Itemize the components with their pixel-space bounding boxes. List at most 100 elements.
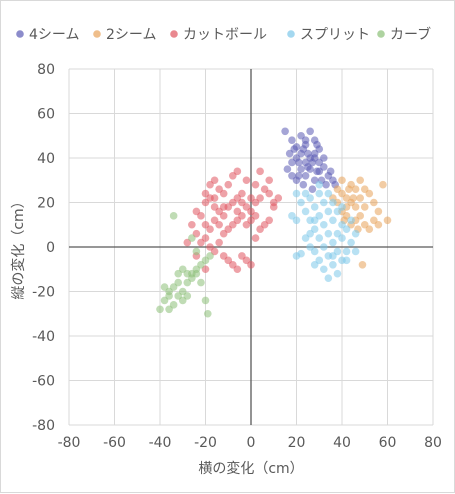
data-point bbox=[301, 136, 310, 144]
data-point bbox=[256, 194, 264, 202]
legend-item: 2シーム bbox=[93, 27, 157, 43]
data-point bbox=[324, 207, 333, 216]
data-point bbox=[326, 167, 335, 176]
data-point bbox=[247, 194, 255, 202]
legend-marker bbox=[377, 30, 385, 38]
data-point bbox=[192, 247, 201, 256]
data-point bbox=[215, 238, 223, 247]
data-point bbox=[233, 207, 242, 216]
data-point bbox=[294, 158, 303, 167]
x-tick-label: -80 bbox=[58, 435, 81, 451]
data-point bbox=[356, 212, 365, 220]
data-point bbox=[242, 176, 251, 185]
data-point bbox=[310, 154, 319, 162]
data-point bbox=[320, 220, 328, 229]
x-axis-title: 横の変化（cm） bbox=[198, 460, 303, 477]
data-point bbox=[308, 185, 317, 193]
data-point bbox=[301, 172, 310, 180]
data-point bbox=[306, 127, 314, 136]
data-point bbox=[188, 234, 196, 242]
data-point bbox=[338, 203, 346, 211]
data-point bbox=[315, 180, 324, 189]
legend-label: スプリット bbox=[300, 27, 370, 43]
data-point bbox=[329, 261, 337, 269]
data-point bbox=[320, 163, 328, 171]
data-point bbox=[210, 176, 219, 185]
y-tick-label: -40 bbox=[32, 329, 55, 345]
series-4 bbox=[288, 180, 360, 282]
data-point bbox=[374, 220, 383, 229]
data-point bbox=[342, 247, 351, 256]
legend-marker bbox=[287, 30, 295, 38]
data-point bbox=[365, 225, 374, 233]
data-point bbox=[338, 176, 346, 185]
data-point bbox=[329, 198, 337, 207]
y-tick-label: 40 bbox=[37, 151, 55, 167]
data-point bbox=[274, 194, 283, 202]
legend-label: カットボール bbox=[183, 27, 267, 43]
data-point bbox=[192, 207, 201, 216]
data-point bbox=[345, 185, 353, 193]
data-point bbox=[349, 194, 358, 202]
data-point bbox=[351, 247, 360, 256]
data-point bbox=[288, 212, 296, 220]
data-point bbox=[256, 167, 264, 176]
data-point bbox=[203, 309, 212, 318]
data-point bbox=[351, 229, 360, 238]
data-point bbox=[269, 203, 278, 211]
data-point bbox=[169, 212, 178, 220]
data-point bbox=[160, 283, 169, 291]
x-tick-label: 20 bbox=[288, 435, 306, 451]
y-axis-title: 縦の変化（cm） bbox=[10, 194, 27, 299]
series-5 bbox=[156, 212, 214, 318]
data-point bbox=[156, 305, 164, 314]
data-point bbox=[338, 220, 346, 229]
x-tick-label: 40 bbox=[333, 435, 351, 451]
data-point bbox=[351, 185, 360, 193]
data-point bbox=[251, 180, 260, 189]
series-1 bbox=[281, 127, 339, 193]
data-point bbox=[224, 180, 233, 189]
data-point bbox=[379, 180, 387, 189]
data-point bbox=[165, 305, 173, 314]
data-point bbox=[201, 234, 210, 242]
data-point bbox=[301, 207, 310, 216]
data-point bbox=[210, 194, 219, 202]
data-point bbox=[297, 165, 305, 173]
data-point bbox=[320, 265, 328, 274]
data-point bbox=[313, 140, 321, 149]
data-point bbox=[304, 149, 312, 158]
data-point bbox=[219, 203, 228, 211]
legend-label: カーブ bbox=[390, 26, 431, 43]
y-tick-label: 60 bbox=[37, 107, 55, 123]
data-point bbox=[356, 176, 365, 185]
data-point bbox=[315, 234, 324, 242]
data-point bbox=[324, 189, 333, 198]
data-point bbox=[265, 176, 274, 185]
y-tick-label: -60 bbox=[32, 374, 55, 390]
data-point bbox=[329, 216, 337, 225]
data-point bbox=[310, 261, 319, 269]
data-point bbox=[383, 216, 392, 225]
data-point bbox=[215, 220, 223, 229]
data-point bbox=[233, 265, 242, 274]
data-point bbox=[310, 203, 319, 211]
data-point bbox=[360, 203, 369, 211]
data-point bbox=[356, 194, 365, 202]
x-tick-label: 60 bbox=[379, 435, 397, 451]
data-point bbox=[320, 243, 328, 251]
data-point bbox=[183, 292, 192, 300]
data-point bbox=[238, 198, 246, 207]
data-point bbox=[347, 216, 355, 225]
x-tick-label: -40 bbox=[149, 435, 172, 451]
data-point bbox=[188, 220, 196, 229]
data-point bbox=[251, 212, 260, 220]
legend-label: 4シーム bbox=[29, 27, 80, 43]
data-point bbox=[238, 189, 246, 198]
data-point bbox=[283, 165, 292, 173]
data-point bbox=[201, 296, 210, 305]
data-point bbox=[324, 229, 333, 238]
data-point bbox=[288, 158, 296, 167]
